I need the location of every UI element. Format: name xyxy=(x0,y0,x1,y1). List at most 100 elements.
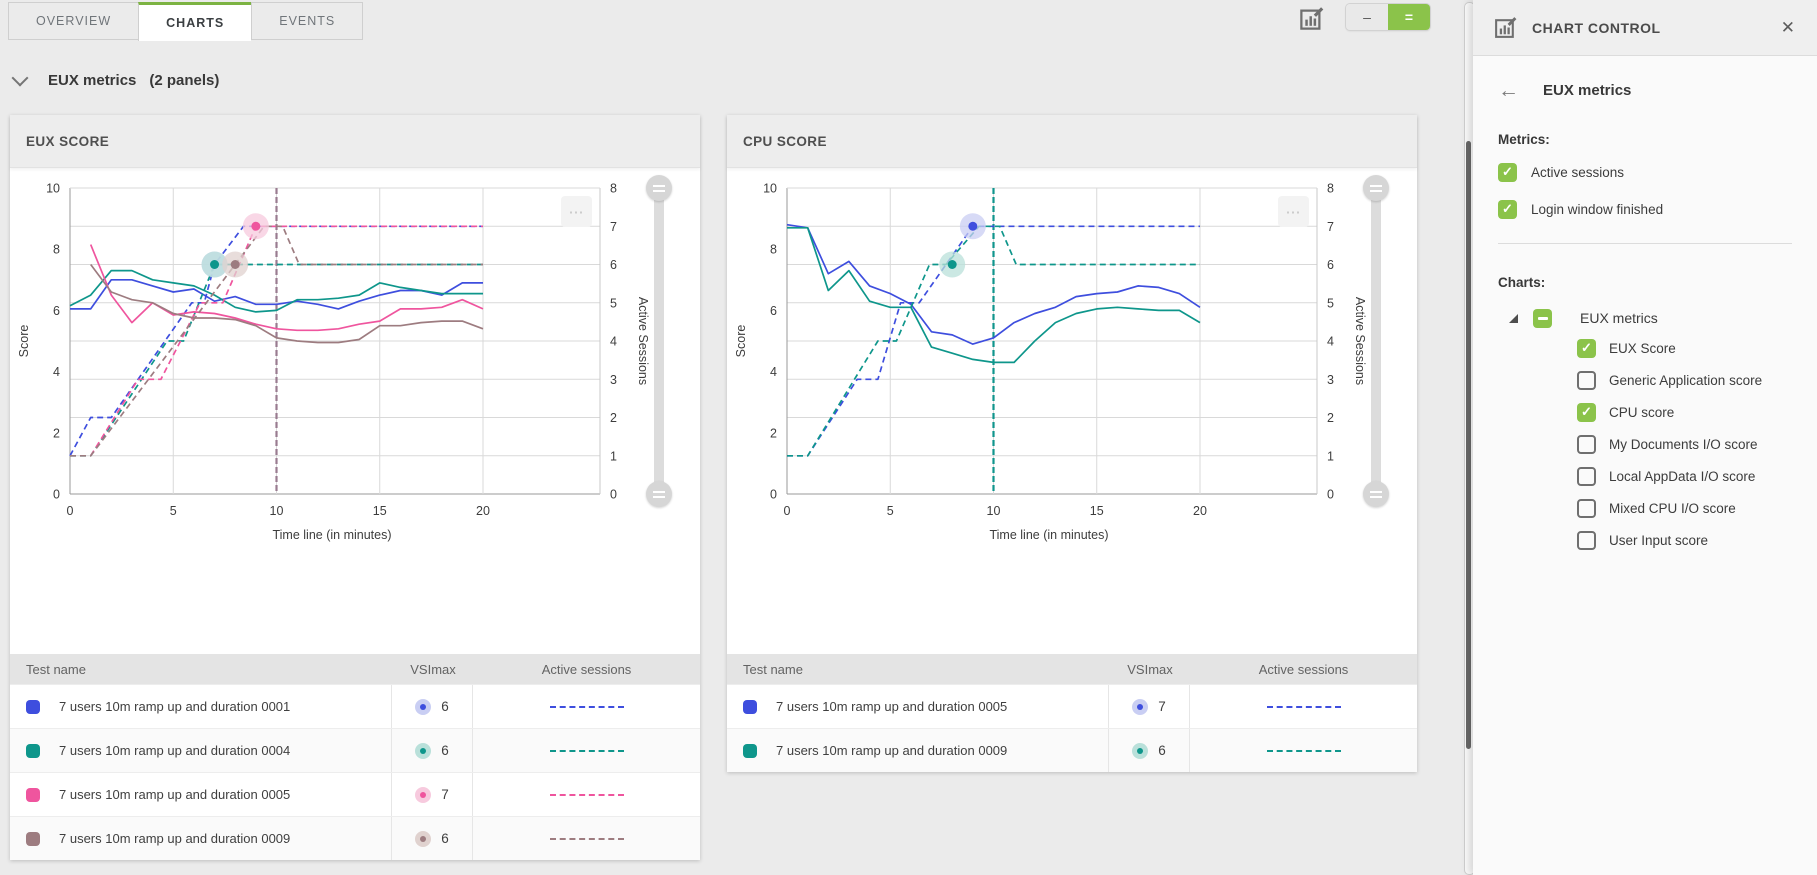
tab-events[interactable]: EVENTS xyxy=(251,2,364,40)
tree-item-my-documents-i-o-score[interactable]: My Documents I/O score xyxy=(1577,428,1797,460)
test-name-cell: 7 users 10m ramp up and duration 0009 xyxy=(727,729,1108,772)
active-sessions-line-sample xyxy=(549,793,624,796)
table-row[interactable]: 7 users 10m ramp up and duration 0001 6 xyxy=(10,684,700,728)
y-zoom-slider-handle-top[interactable] xyxy=(646,175,672,201)
tree-item-mixed-cpu-i-o-score[interactable]: Mixed CPU I/O score xyxy=(1577,492,1797,524)
test-table-rows: 7 users 10m ramp up and duration 0001 6 7 … xyxy=(10,684,700,860)
checkbox-unchecked-generic-application-score[interactable] xyxy=(1577,370,1596,390)
close-icon[interactable]: ✕ xyxy=(1780,17,1795,37)
svg-text:4: 4 xyxy=(53,365,60,379)
vsimax-marker-dot xyxy=(1137,703,1144,710)
y-zoom-slider-handle-bottom[interactable] xyxy=(646,481,672,507)
y-zoom-slider-handle-top[interactable] xyxy=(1363,175,1389,201)
tree-item-label: My Documents I/O score xyxy=(1609,436,1758,452)
checkbox-unchecked-user-input-score[interactable] xyxy=(1577,530,1596,550)
panel-header: CPU SCORE xyxy=(727,115,1417,168)
chart-menu-button[interactable]: ⋯ xyxy=(561,196,592,227)
svg-text:Score: Score xyxy=(734,325,748,358)
active-sessions-line-sample xyxy=(549,749,624,752)
chart-control-panel: CHART CONTROL ✕ ← EUX metrics Metrics: ✓… xyxy=(1473,0,1817,875)
table-row[interactable]: 7 users 10m ramp up and duration 0005 7 xyxy=(10,772,700,816)
column-header-test-name: Test name xyxy=(26,661,86,677)
checkbox-checked-eux-score[interactable]: ✓ xyxy=(1577,338,1596,358)
arrow-left-icon[interactable]: ← xyxy=(1498,79,1519,102)
checkbox-unchecked-my-documents-i-o-score[interactable] xyxy=(1577,434,1596,454)
table-row[interactable]: 7 users 10m ramp up and duration 0004 6 xyxy=(10,728,700,772)
tree-group-eux-metrics[interactable]: EUX metrics xyxy=(1498,304,1797,332)
tree-item-cpu-score[interactable]: ✓ CPU score xyxy=(1577,396,1797,428)
eux-score-chart: 0 2 4 6 8 10 0 1 2 3 4 5 6 7 8 0 5 10 15 20 Time line (in mi… xyxy=(17,182,650,543)
y-zoom-slider-track[interactable] xyxy=(654,188,664,494)
svg-text:Active Sessions: Active Sessions xyxy=(1353,297,1367,385)
chart-panel-cpu-score: CPU SCORE 0 2 4 6 8 10 0 1 2 3 4 5 6 7 8 0 5 10 15 20 Time li… xyxy=(727,115,1417,772)
svg-text:4: 4 xyxy=(770,365,777,379)
table-row[interactable]: 7 users 10m ramp up and duration 0005 7 xyxy=(727,684,1417,728)
active-sessions-cell xyxy=(472,817,700,860)
checkbox-unchecked-mixed-cpu-i-o-score[interactable] xyxy=(1577,498,1596,518)
test-table-header: Test name VSImax Active sessions xyxy=(10,654,700,684)
svg-text:5: 5 xyxy=(887,504,894,518)
vsimax-value: 7 xyxy=(441,787,449,802)
chart-control-toggle-button[interactable] xyxy=(1298,5,1325,32)
active-sessions-cell xyxy=(472,729,700,772)
table-row[interactable]: 7 users 10m ramp up and duration 0009 6 xyxy=(10,816,700,860)
scrollbar-thumb[interactable] xyxy=(1466,141,1471,749)
svg-text:1: 1 xyxy=(610,449,617,463)
test-name-label: 7 users 10m ramp up and duration 0009 xyxy=(59,831,291,846)
tab-overview[interactable]: OVERVIEW xyxy=(8,2,139,40)
chart-menu-button[interactable]: ⋯ xyxy=(1278,196,1309,227)
tree-item-eux-score[interactable]: ✓ EUX Score xyxy=(1577,332,1797,364)
tree-collapse-icon[interactable] xyxy=(1509,313,1518,323)
svg-text:0: 0 xyxy=(67,504,74,518)
svg-text:8: 8 xyxy=(610,182,617,196)
chart-control-header: CHART CONTROL ✕ xyxy=(1473,0,1817,56)
y-zoom-slider-track[interactable] xyxy=(1371,188,1381,494)
svg-text:Active Sessions: Active Sessions xyxy=(636,297,650,385)
tree-group-checkbox[interactable] xyxy=(1533,308,1552,328)
checkbox-unchecked-local-appdata-i-o-score[interactable] xyxy=(1577,466,1596,486)
metric-row-active-sessions[interactable]: ✓ Active sessions xyxy=(1498,160,1797,184)
vsimax-marker-dot xyxy=(420,835,427,842)
svg-text:8: 8 xyxy=(770,243,777,257)
expand-panels-button[interactable]: = xyxy=(1388,4,1430,30)
table-row[interactable]: 7 users 10m ramp up and duration 0009 6 xyxy=(727,728,1417,772)
test-name-cell: 7 users 10m ramp up and duration 0004 xyxy=(10,729,391,772)
chart-area: 0 2 4 6 8 10 0 1 2 3 4 5 6 7 8 0 5 10 15 20 Time line (in mi… xyxy=(727,168,1417,654)
svg-text:3: 3 xyxy=(1327,373,1334,387)
collapse-panels-button[interactable]: – xyxy=(1346,4,1388,30)
svg-text:0: 0 xyxy=(784,504,791,518)
svg-text:6: 6 xyxy=(770,304,777,318)
test-name-label: 7 users 10m ramp up and duration 0004 xyxy=(59,743,291,758)
checkbox-checked-active-sessions[interactable]: ✓ xyxy=(1498,162,1517,182)
tree-item-user-input-score[interactable]: User Input score xyxy=(1577,524,1797,556)
chart-panel-eux-score: EUX SCORE 0 2 4 6 8 10 0 1 2 3 4 5 6 7 8 0 5 10 15 20 Time li… xyxy=(10,115,700,860)
test-name-label: 7 users 10m ramp up and duration 0005 xyxy=(59,787,291,802)
active-sessions-cell xyxy=(1189,685,1417,728)
charts-label: Charts: xyxy=(1498,275,1546,290)
y-zoom-slider-handle-bottom[interactable] xyxy=(1363,481,1389,507)
chart-control-body: ← EUX metrics Metrics: ✓ Active sessions ✓… xyxy=(1473,56,1817,556)
chevron-down-icon[interactable] xyxy=(11,69,29,86)
checkbox-checked-login-window-finished[interactable]: ✓ xyxy=(1498,199,1517,219)
chart-area: 0 2 4 6 8 10 0 1 2 3 4 5 6 7 8 0 5 10 15 20 Time line (in mi… xyxy=(10,168,700,654)
checkbox-checked-cpu-score[interactable]: ✓ xyxy=(1577,402,1596,422)
svg-text:20: 20 xyxy=(1193,504,1207,518)
column-header-test-name: Test name xyxy=(743,661,803,677)
svg-text:3: 3 xyxy=(610,373,617,387)
svg-text:20: 20 xyxy=(476,504,490,518)
panel-header: EUX SCORE xyxy=(10,115,700,168)
vsimax-marker-dot xyxy=(420,791,427,798)
svg-text:7: 7 xyxy=(610,220,617,234)
vsimax-cell: 6 xyxy=(1108,729,1189,772)
tree-item-generic-application-score[interactable]: Generic Application score xyxy=(1577,364,1797,396)
tree-item-local-appdata-i-o-score[interactable]: Local AppData I/O score xyxy=(1577,460,1797,492)
metric-row-login-window-finished[interactable]: ✓ Login window finished xyxy=(1498,197,1797,221)
metrics-list: ✓ Active sessions ✓ Login window finished xyxy=(1498,160,1797,221)
svg-text:10: 10 xyxy=(987,504,1001,518)
svg-text:4: 4 xyxy=(610,335,617,349)
tree-item-label: User Input score xyxy=(1609,532,1709,548)
tab-charts[interactable]: CHARTS xyxy=(138,2,252,41)
tree-item-label: CPU score xyxy=(1609,404,1675,420)
svg-text:Score: Score xyxy=(17,325,31,358)
